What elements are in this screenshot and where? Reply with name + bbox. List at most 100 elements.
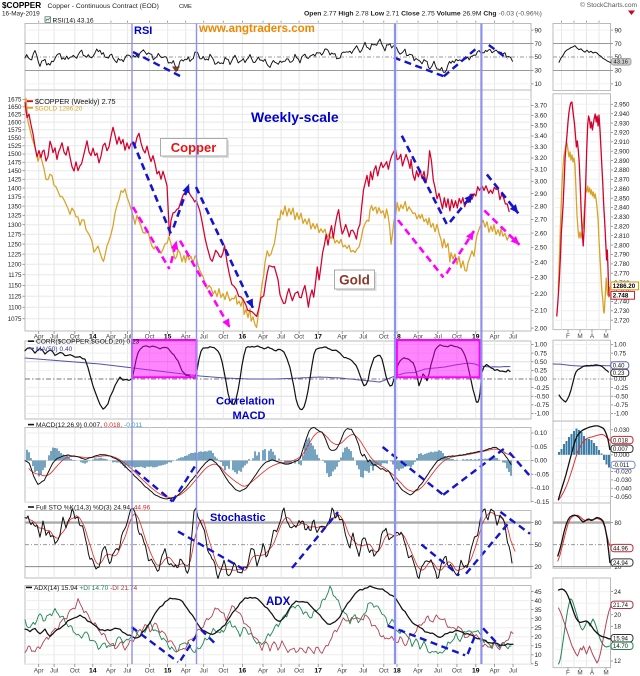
svg-text:0.00: 0.00	[535, 458, 548, 465]
svg-text:10: 10	[535, 81, 543, 88]
svg-text:1575: 1575	[8, 127, 22, 134]
svg-text:3.20: 3.20	[535, 155, 548, 162]
svg-text:1075: 1075	[8, 316, 22, 323]
svg-text:Jul: Jul	[359, 333, 367, 340]
svg-text:-0.25: -0.25	[614, 385, 629, 392]
svg-text:35: 35	[535, 607, 543, 614]
svg-text:70: 70	[615, 41, 623, 48]
svg-text:Apr: Apr	[490, 333, 501, 340]
svg-text:Apr: Apr	[181, 333, 192, 340]
svg-text:0.00: 0.00	[614, 376, 627, 383]
svg-text:50: 50	[535, 542, 543, 549]
svg-text:15: 15	[164, 333, 172, 340]
svg-text:16: 16	[239, 667, 247, 674]
svg-text:$COPPER: $COPPER	[2, 1, 41, 10]
svg-text:10: 10	[615, 81, 623, 88]
svg-text:RSI: RSI	[134, 25, 152, 37]
svg-text:2.60: 2.60	[535, 230, 548, 237]
svg-text:Apr: Apr	[337, 667, 348, 674]
svg-text:17: 17	[314, 667, 322, 674]
svg-text:1300: 1300	[8, 222, 22, 229]
svg-text:-0.020: -0.020	[614, 469, 632, 476]
svg-text:16-May-2019: 16-May-2019	[2, 11, 40, 18]
svg-text:3.50: 3.50	[535, 123, 548, 130]
svg-text:Jul: Jul	[200, 667, 208, 674]
svg-text:0.25: 0.25	[535, 368, 548, 375]
svg-text:3.00: 3.00	[535, 179, 548, 186]
svg-text:20: 20	[535, 634, 543, 641]
svg-text:45: 45	[535, 589, 543, 596]
svg-text:1550: 1550	[8, 135, 22, 142]
svg-text:A: A	[590, 333, 595, 340]
svg-text:Oct: Oct	[294, 667, 304, 674]
svg-text:12: 12	[614, 658, 621, 665]
svg-text:2.910: 2.910	[614, 139, 630, 146]
svg-text:1625: 1625	[8, 112, 22, 119]
svg-text:Oct: Oct	[218, 667, 228, 674]
svg-text:-0.040: -0.040	[614, 485, 632, 492]
svg-text:2.800: 2.800	[614, 242, 630, 249]
svg-text:14: 14	[89, 333, 97, 340]
svg-text:2.720: 2.720	[614, 317, 630, 324]
svg-text:Stochastic: Stochastic	[210, 512, 266, 524]
svg-text:Jul: Jul	[277, 333, 285, 340]
svg-text:2.900: 2.900	[614, 148, 630, 155]
svg-text:30: 30	[535, 616, 543, 623]
svg-text:24.94: 24.94	[613, 561, 629, 567]
svg-text:Copper - Continuous Contract (: Copper - Continuous Contract (EOD)	[48, 3, 159, 10]
svg-text:1150: 1150	[8, 283, 22, 290]
svg-text:2.820: 2.820	[614, 224, 630, 231]
svg-text:0.000: 0.000	[614, 452, 630, 459]
svg-text:© StockCharts.com: © StockCharts.com	[580, 1, 637, 9]
svg-text:1100: 1100	[8, 305, 22, 312]
svg-text:1375: 1375	[8, 194, 22, 201]
svg-text:-0.50: -0.50	[535, 393, 550, 400]
svg-text:-0.050: -0.050	[614, 494, 632, 501]
svg-text:Jul: Jul	[123, 667, 131, 674]
svg-text:1125: 1125	[8, 293, 22, 300]
svg-text:18: 18	[614, 624, 621, 631]
svg-text:3.60: 3.60	[535, 113, 548, 120]
svg-text:2.780: 2.780	[614, 261, 630, 268]
svg-text:2.10: 2.10	[535, 308, 548, 315]
svg-text:Full STO %K(14,3) %D(3) 24.94,: Full STO %K(14,3) %D(3) 24.94, 44.96	[36, 504, 151, 511]
svg-text:1525: 1525	[8, 143, 22, 150]
svg-text:2.20: 2.20	[535, 291, 548, 298]
svg-text:-0.25: -0.25	[535, 385, 550, 392]
svg-text:0.05: 0.05	[535, 444, 548, 451]
svg-text:2.940: 2.940	[614, 111, 630, 118]
svg-text:0.018: 0.018	[613, 438, 629, 444]
svg-text:F: F	[566, 670, 570, 676]
svg-text:-0.05: -0.05	[535, 471, 550, 478]
svg-text:44.96: 44.96	[613, 546, 629, 552]
svg-text:Jul: Jul	[509, 333, 517, 340]
svg-text:1286.20: 1286.20	[613, 283, 636, 290]
svg-text:2.50: 2.50	[535, 245, 548, 252]
svg-text:Jul: Jul	[434, 333, 442, 340]
svg-text:Oct: Oct	[70, 333, 80, 340]
svg-text:Oct: Oct	[145, 333, 155, 340]
svg-text:21.74: 21.74	[613, 603, 629, 609]
svg-text:90: 90	[615, 27, 623, 34]
svg-text:Apr: Apr	[106, 667, 117, 674]
svg-text:CME: CME	[179, 4, 192, 10]
svg-text:1425: 1425	[8, 177, 22, 184]
svg-text:Jul: Jul	[277, 667, 285, 674]
svg-text:1450: 1450	[8, 168, 22, 175]
svg-text:15: 15	[164, 667, 172, 674]
svg-text:50: 50	[615, 54, 623, 61]
svg-text:2.880: 2.880	[614, 167, 630, 174]
svg-text:2.70: 2.70	[535, 217, 548, 224]
svg-text:14: 14	[89, 667, 97, 674]
svg-text:RSI(14) 43.16: RSI(14) 43.16	[53, 17, 94, 24]
svg-text:2.90: 2.90	[535, 191, 548, 198]
svg-text:1.00: 1.00	[535, 342, 548, 349]
svg-text:2.810: 2.810	[614, 233, 630, 240]
svg-text:Weekly-scale: Weekly-scale	[251, 109, 339, 125]
svg-text:0.030: 0.030	[614, 427, 630, 434]
svg-text:43.16: 43.16	[614, 60, 629, 66]
svg-text:MACD(12,26,9) 0.007, 0.018, -0: MACD(12,26,9) 0.007, 0.018, -0.011	[36, 422, 143, 429]
svg-text:80: 80	[535, 520, 543, 527]
svg-text:90: 90	[535, 27, 543, 34]
svg-text:15.94: 15.94	[613, 636, 629, 642]
